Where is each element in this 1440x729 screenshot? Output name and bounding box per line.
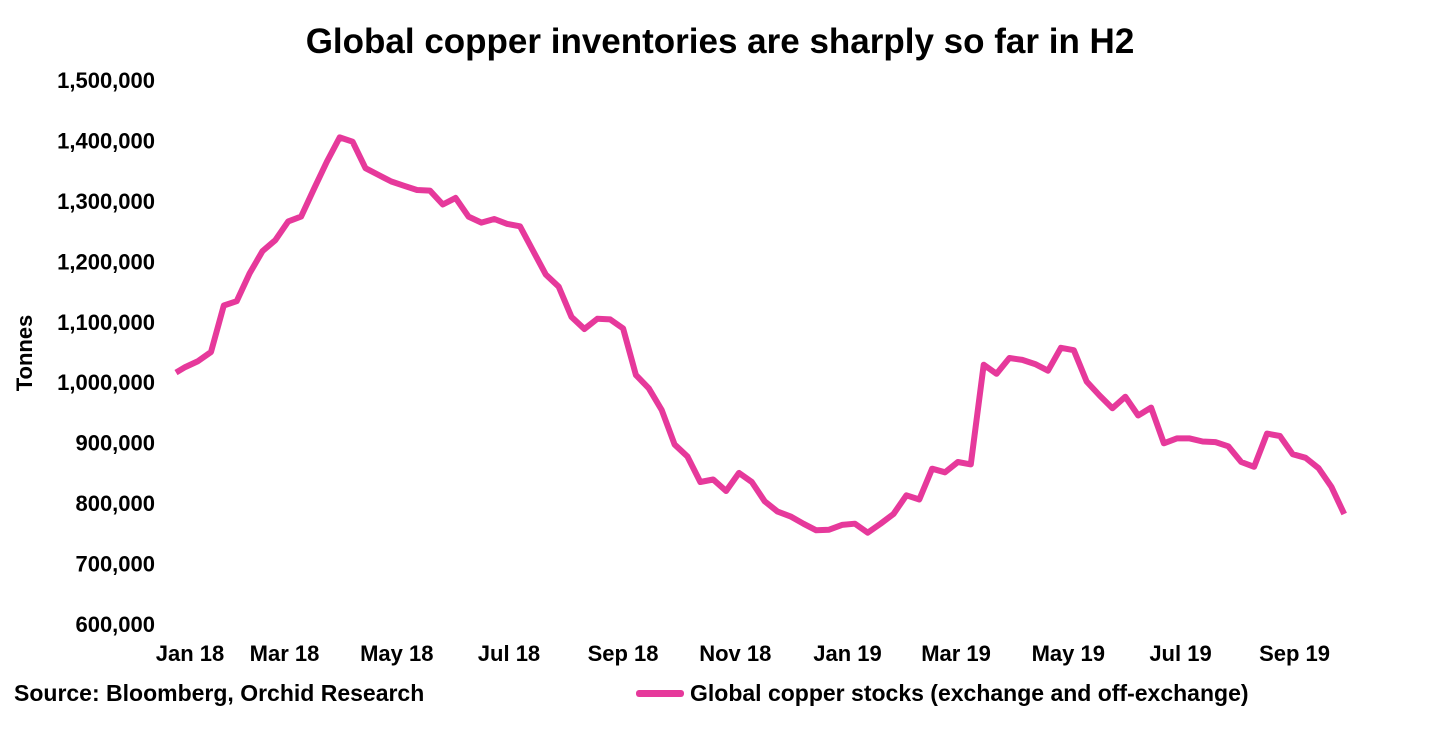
series-layer — [174, 134, 1347, 536]
y-tick-label: 1,100,000 — [57, 310, 155, 335]
y-tick-label: 1,400,000 — [57, 128, 155, 153]
y-tick-label: 600,000 — [75, 612, 155, 637]
x-tick-label: May 18 — [360, 641, 433, 666]
source-note: Source: Bloomberg, Orchid Research — [14, 680, 425, 706]
y-tick-label: 1,300,000 — [57, 189, 155, 214]
y-tick-label: 1,500,000 — [57, 68, 155, 93]
x-tick-label: Mar 19 — [921, 641, 991, 666]
y-axis-label: Tonnes — [12, 315, 37, 392]
x-axis-ticks: Jan 18 Mar 18 May 18 Jul 18 Sep 18 Nov 18 Jan … — [156, 641, 1330, 666]
x-tick-label: May 19 — [1032, 641, 1105, 666]
legend: Global copper stocks (exchange and off-e… — [636, 680, 1249, 707]
y-tick-label: 700,000 — [75, 552, 155, 577]
y-tick-label: 800,000 — [75, 491, 155, 516]
x-tick-label: Sep 18 — [588, 641, 659, 666]
y-axis-ticks: 600,000 700,000 800,000 900,000 1,000,000 1,1… — [57, 68, 155, 637]
x-tick-label: Mar 18 — [250, 641, 320, 666]
x-tick-label: Jul 19 — [1149, 641, 1211, 666]
series-line — [174, 134, 1347, 536]
y-tick-label: 1,200,000 — [57, 249, 155, 274]
y-tick-label: 1,000,000 — [57, 370, 155, 395]
chart-title: Global copper inventories are sharply so… — [305, 22, 1135, 61]
x-tick-label: Nov 18 — [699, 641, 771, 666]
x-tick-label: Jan 19 — [813, 641, 882, 666]
x-tick-label: Sep 19 — [1259, 641, 1330, 666]
x-tick-label: Jan 18 — [156, 641, 225, 666]
x-tick-label: Jul 18 — [478, 641, 540, 666]
legend-swatch — [636, 690, 684, 697]
legend-label: Global copper stocks (exchange and off-e… — [690, 680, 1249, 706]
y-tick-label: 900,000 — [75, 431, 155, 456]
